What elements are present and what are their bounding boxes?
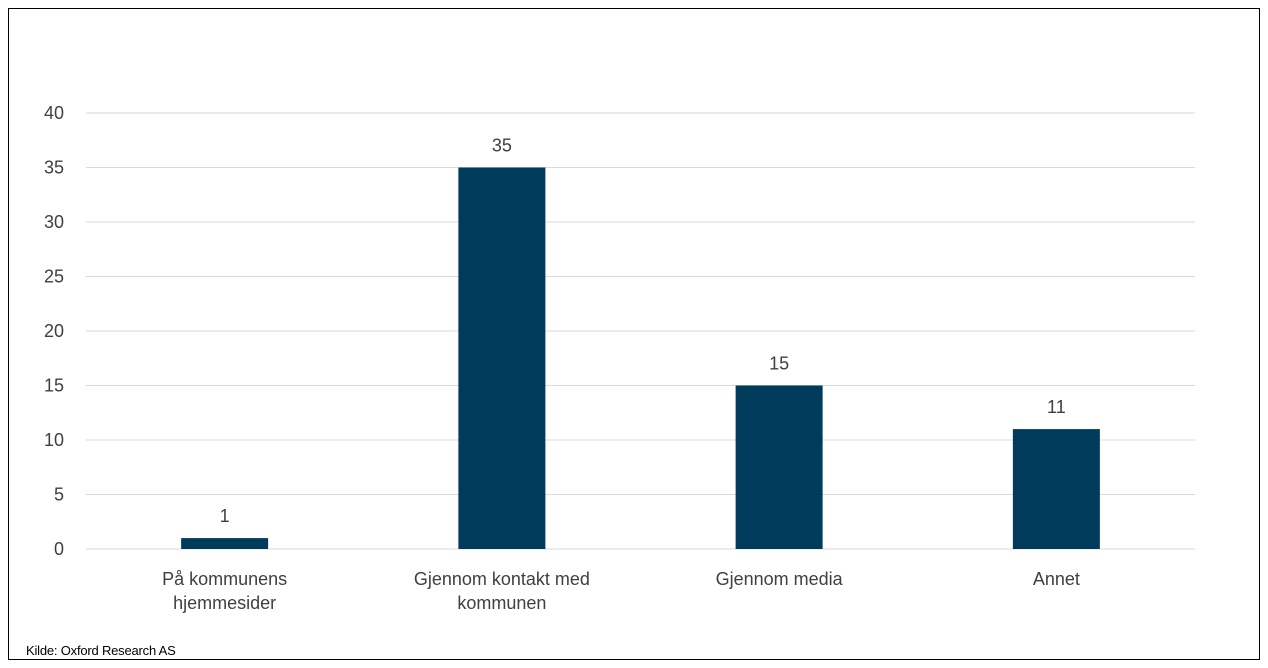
y-tick-label: 0: [54, 539, 64, 559]
y-tick-label: 30: [44, 212, 64, 232]
y-tick-label: 20: [44, 321, 64, 341]
category-label: Gjennom kontakt med kommunen: [414, 569, 590, 613]
chart-frame: [8, 8, 1260, 660]
data-label: 15: [769, 354, 789, 374]
bar: [181, 538, 269, 549]
y-tick-label: 25: [44, 267, 64, 287]
data-label: 35: [492, 136, 512, 156]
y-tick-label: 35: [44, 158, 64, 178]
y-tick-label: 10: [44, 430, 64, 450]
y-tick-label: 15: [44, 376, 64, 396]
category-label: På kommunens hjemmesider: [162, 569, 287, 613]
gridlines: [86, 112, 1195, 550]
bar: [1012, 429, 1100, 549]
category-label: Annet: [1033, 569, 1080, 589]
bar: [458, 167, 546, 549]
y-tick-label: 5: [54, 485, 64, 505]
data-label: 1: [220, 506, 230, 526]
data-label: 11: [1047, 397, 1066, 417]
data-labels: 1 35 15 11: [220, 136, 1066, 527]
bars: [181, 167, 1100, 549]
bar: [735, 385, 823, 549]
source-note: Kilde: Oxford Research AS: [26, 643, 176, 658]
y-tick-label: 40: [44, 103, 64, 123]
y-axis-ticks: 0 5 10 15 20 25 30 35 40: [44, 103, 64, 559]
category-labels: På kommunens hjemmesider Gjennom kontakt m…: [162, 569, 1080, 613]
category-label: Gjennom media: [716, 569, 844, 589]
